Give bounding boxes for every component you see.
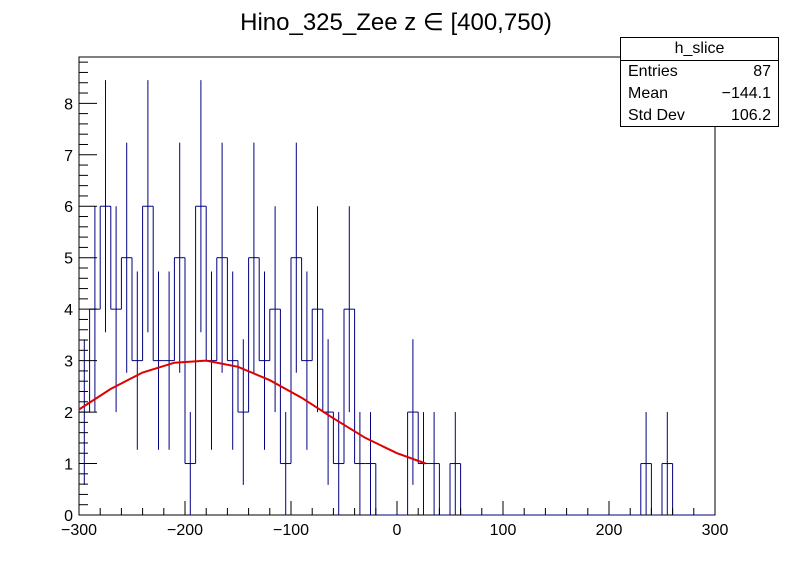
stats-value: −144.1 [721,85,771,102]
x-tick-label: −200 [167,522,203,539]
y-tick-label: 6 [64,199,73,216]
stats-label: Std Dev [628,107,685,124]
axis-layer: −300 −200 −100 0 100 200 300 0 1 2 3 4 5 6 7 8 [61,61,729,539]
fit-curve [78,359,426,465]
y-tick-label: 1 [64,457,73,474]
x-tick-label: −100 [273,522,309,539]
y-tick-label: 8 [64,96,73,113]
y-tick-label: 4 [64,302,73,319]
y-tick-label: 5 [64,251,73,268]
histogram-layer [79,80,715,516]
x-tick-label: 300 [702,522,729,539]
y-tick-label: 0 [64,508,73,525]
stats-row-stddev: Std Dev 106.2 [621,105,778,127]
x-tick-label: 0 [393,522,402,539]
y-tick-label: 7 [64,148,73,165]
stats-value: 87 [753,63,771,80]
stats-row-entries: Entries 87 [621,61,778,83]
stats-title: h_slice [621,38,778,61]
y-tick-label: 2 [64,405,73,422]
x-tick-label: −300 [61,522,97,539]
stats-row-mean: Mean −144.1 [621,83,778,105]
stats-label: Entries [628,63,678,80]
fit-curve-layer [78,359,426,465]
stats-label: Mean [628,85,669,102]
x-tick-label: 100 [490,522,517,539]
y-tick-label: 3 [64,354,73,371]
x-tick-label: 200 [596,522,623,539]
chart-title: Hino_325_Zee z ∈ [400,750) [240,9,552,36]
stats-box: h_slice Entries 87 Mean −144.1 Std Dev 1… [620,37,779,127]
stats-value: 106.2 [730,107,771,124]
